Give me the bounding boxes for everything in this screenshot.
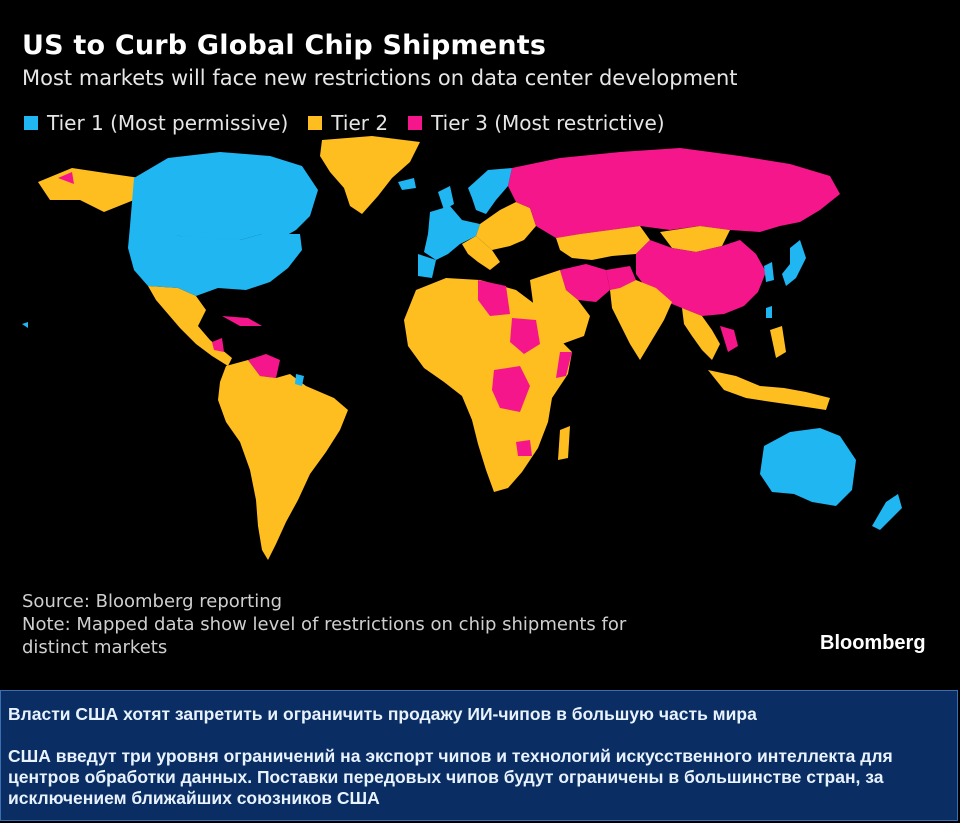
legend-item-tier3: Tier 3 (Most restrictive) (408, 111, 665, 135)
region-mexico (148, 286, 232, 366)
region-western-europe (424, 206, 480, 260)
region-se-asia (682, 308, 720, 360)
legend-swatch-tier2 (308, 116, 323, 130)
region-south-america (218, 360, 348, 560)
region-iceland (398, 178, 416, 190)
region-china (636, 240, 766, 316)
region-nicaragua (212, 338, 224, 352)
note-text-line1: Note: Mapped data show level of restrict… (22, 614, 627, 635)
region-kazakhstan (556, 226, 650, 260)
region-madagascar (558, 426, 570, 460)
region-india (610, 280, 672, 360)
legend-label-tier3: Tier 3 (Most restrictive) (431, 111, 665, 135)
region-greenland (320, 136, 420, 214)
legend-swatch-tier3 (408, 116, 423, 130)
region-indonesia (708, 370, 830, 410)
region-new-zealand (872, 494, 902, 530)
region-myanmar-laos (720, 326, 738, 352)
legend-item-tier2: Tier 2 (308, 111, 388, 135)
region-scandinavia (468, 168, 512, 214)
caption-panel: Власти США хотят запретить и ограничить … (0, 690, 958, 821)
region-usa (128, 226, 302, 296)
chart-graphic: US to Curb Global Chip Shipments Most ma… (22, 30, 926, 659)
region-italy-balkans (462, 236, 500, 270)
legend: Tier 1 (Most permissive) Tier 2 Tier 3 (… (24, 111, 685, 135)
region-afghanistan (606, 266, 636, 290)
region-mongolia (660, 226, 730, 252)
region-sudan (510, 318, 540, 354)
legend-label-tier2: Tier 2 (331, 111, 389, 135)
region-chukotka (58, 172, 74, 184)
caption-headline: Власти США хотят запретить и ограничить … (8, 704, 757, 724)
source-text: Source: Bloomberg reporting (22, 591, 283, 612)
region-drc (492, 366, 530, 412)
region-philippines (770, 326, 786, 358)
legend-item-tier1: Tier 1 (Most permissive) (24, 111, 288, 135)
region-uk (438, 186, 454, 210)
world-map (22, 136, 902, 560)
legend-swatch-tier1 (24, 116, 38, 130)
region-eastern-europe (476, 202, 536, 250)
region-russia (508, 148, 840, 238)
region-zimbabwe (516, 440, 532, 456)
region-libya (478, 280, 510, 316)
legend-label-tier1: Tier 1 (Most permissive) (47, 111, 289, 135)
region-cuba (222, 316, 262, 326)
region-venezuela (248, 354, 280, 378)
note-text-line2: distinct markets (22, 637, 168, 658)
caption-body: США введут три уровня ограничений на экс… (8, 746, 893, 808)
region-japan (782, 240, 806, 286)
region-somalia (556, 352, 572, 378)
region-hawaii (22, 322, 28, 328)
region-suriname (295, 374, 304, 386)
chart-subtitle: Most markets will face new restrictions … (22, 66, 738, 90)
region-iran (560, 264, 610, 302)
region-iberia (418, 254, 436, 278)
region-alaska (38, 168, 140, 212)
chart-notes: Source: Bloomberg reporting Note: Mapped… (22, 590, 626, 659)
region-australia (760, 428, 856, 506)
bloomberg-logo: Bloomberg (820, 632, 926, 654)
region-taiwan (766, 306, 772, 318)
region-south-korea (764, 262, 774, 282)
region-canada (130, 152, 318, 242)
chart-title: US to Curb Global Chip Shipments (22, 30, 547, 61)
